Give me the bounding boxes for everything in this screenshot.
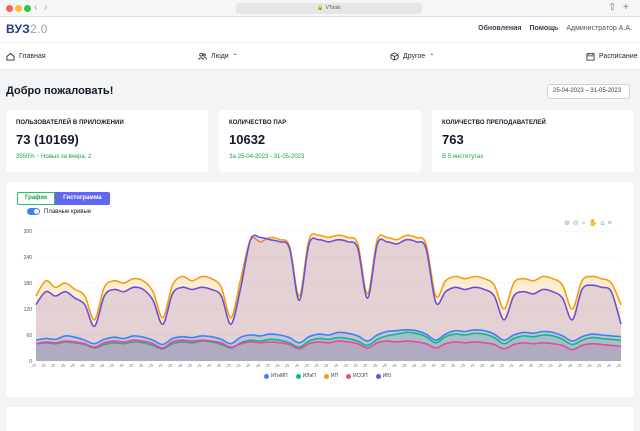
zoom-out-icon[interactable]: ⊖ (572, 220, 579, 227)
legend-swatch (323, 373, 329, 379)
series-area-3 (36, 340, 621, 361)
user-menu[interactable]: Администратор А.А. (566, 25, 632, 32)
chart-panel: График Гистограмма Плавные кривые ⊕ ⊖ ⌕ … (6, 182, 634, 397)
users-delta: 3550% (16, 154, 35, 160)
users-delta-note: Новых за вчера: 2 (41, 154, 92, 160)
back-arrow-icon[interactable]: ‹ (34, 2, 38, 13)
nav-home-label: Главная (19, 53, 46, 60)
nav-people[interactable]: Люди ⌃ (198, 52, 238, 61)
teachers-card-note: В 5 институтах (442, 154, 484, 160)
cube-icon (390, 52, 399, 61)
users-card-subtitle: 3550% ↑ Новых за вчера: 2 (16, 154, 91, 160)
help-link[interactable]: Помощь (529, 25, 559, 32)
menu-icon[interactable]: ≡ (607, 220, 612, 227)
nav-other[interactable]: Другое ⌃ (390, 52, 434, 61)
series-line-1 (35, 331, 622, 350)
series-line-4 (35, 234, 622, 328)
stacked-area-chart: 06012018024030001.04.202302.04.202303.04… (22, 229, 622, 367)
users-card: ПОЛЬЗОВАТЕЛЕЙ В ПРИЛОЖЕНИИ 73 (10169) 35… (6, 110, 208, 172)
arrow-up-icon: ↑ (36, 154, 40, 160)
zoom-in-icon[interactable]: ⊕ (564, 220, 570, 227)
smooth-curves-toggle[interactable] (27, 208, 40, 215)
pairs-card-note: За 25-04-2023 - 31-05-2023 (229, 154, 305, 160)
next-panel (6, 407, 634, 431)
share-icon[interactable]: ⇧ (608, 2, 617, 13)
teachers-card-value: 763 (442, 132, 464, 147)
chart-tabs: График Гистограмма (17, 192, 110, 205)
legend-label: ИСОП (353, 373, 368, 379)
updates-link[interactable]: Обновления (478, 25, 522, 32)
legend-item[interactable]: ИГиМП (264, 373, 288, 379)
chart-toolbar: ⊕ ⊖ ⌕ ✋ ⌂ ≡ (564, 220, 612, 228)
smooth-curves-label: Плавные кривые (44, 208, 92, 215)
tab-histogram[interactable]: Гистограмма (55, 192, 110, 205)
nav-people-label: Люди (211, 53, 229, 60)
legend-item[interactable]: ИЮ (375, 373, 392, 379)
legend-swatch (346, 373, 352, 379)
legend-swatch (295, 373, 301, 379)
users-card-title: ПОЛЬЗОВАТЕЛЕЙ В ПРИЛОЖЕНИИ (16, 120, 124, 126)
smooth-curves-row: Плавные кривые (27, 208, 91, 215)
pairs-card: КОЛИЧЕСТВО ПАР 10632 За 25-04-2023 - 31-… (219, 110, 421, 172)
legend-swatch (264, 373, 269, 379)
legend-item[interactable]: ИСОП (346, 373, 368, 379)
users-card-value: 73 (10169) (16, 132, 79, 147)
legend-label: ИП (330, 373, 339, 379)
close-window-dot[interactable] (6, 5, 13, 12)
address-bar[interactable]: 🔒 VTools (236, 3, 422, 14)
series-line-3 (35, 339, 622, 351)
y-tick-label: 240 (24, 255, 33, 261)
date-range-input[interactable]: 25-04-2023 – 31-05-2023 (547, 84, 630, 99)
logo-version: 2.0 (30, 22, 48, 36)
logo-text: ВУЗ (6, 22, 31, 36)
chevron-up-icon: ⌃ (429, 54, 435, 60)
y-tick-label: 180 (24, 281, 33, 287)
nav-other-label: Другое (403, 53, 426, 60)
page-title: Добро пожаловать! (6, 85, 114, 97)
address-text: VTools (325, 5, 341, 11)
tab-graph[interactable]: График (17, 192, 56, 205)
calendar-icon (586, 52, 595, 61)
y-tick-label: 300 (24, 229, 33, 235)
series-line-2 (35, 233, 622, 321)
reset-home-icon[interactable]: ⌂ (600, 220, 605, 227)
legend-label: ИЛиП (302, 373, 316, 379)
legend-label: ИЮ (382, 373, 392, 379)
main-nav: Главная Люди ⌃ Другое ⌃ Расписание (0, 42, 640, 70)
nav-schedule-label: Расписание (599, 53, 638, 60)
maximize-window-dot[interactable] (24, 5, 31, 12)
y-tick-label: 0 (29, 359, 32, 365)
browser-toolbar: ‹ › 🔒 VTools ⇧ + (0, 0, 640, 17)
series-area-0 (36, 329, 621, 361)
chart-legend: ИГиМП ИЛиП ИП ИСОП ИЮ (264, 373, 391, 379)
chevron-up-icon: ⌃ (232, 54, 238, 60)
header-links: Обновления Помощь Администратор А.А. (478, 25, 632, 32)
people-icon (198, 52, 207, 60)
teachers-card-title: КОЛИЧЕСТВО ПРЕПОДАВАТЕЛЕЙ (442, 120, 546, 126)
y-tick-label: 120 (24, 307, 33, 313)
lock-icon: 🔒 (317, 5, 324, 11)
home-icon (6, 52, 15, 61)
pairs-card-value: 10632 (229, 132, 266, 147)
minimize-window-dot[interactable] (15, 5, 22, 12)
legend-label: ИГиМП (271, 373, 288, 379)
forward-arrow-icon[interactable]: › (44, 2, 48, 13)
app-header: ВУЗ2.0 Обновления Помощь Администратор А… (0, 17, 640, 42)
legend-swatch (375, 373, 381, 379)
nav-schedule[interactable]: Расписание (586, 52, 638, 61)
app-logo[interactable]: ВУЗ2.0 (6, 22, 48, 36)
pan-hand-icon[interactable]: ✋ (588, 220, 598, 227)
pairs-card-title: КОЛИЧЕСТВО ПАР (229, 120, 287, 126)
series-area-1 (36, 332, 621, 361)
legend-item[interactable]: ИП (323, 373, 339, 379)
teachers-card: КОЛИЧЕСТВО ПРЕПОДАВАТЕЛЕЙ 763 В 5 инстит… (432, 110, 634, 172)
legend-item[interactable]: ИЛиП (295, 373, 316, 379)
y-tick-label: 60 (26, 333, 32, 339)
nav-home[interactable]: Главная (6, 52, 46, 61)
series-line-0 (35, 328, 622, 346)
magnifier-icon[interactable]: ⌕ (581, 220, 586, 227)
new-tab-icon[interactable]: + (623, 2, 629, 13)
